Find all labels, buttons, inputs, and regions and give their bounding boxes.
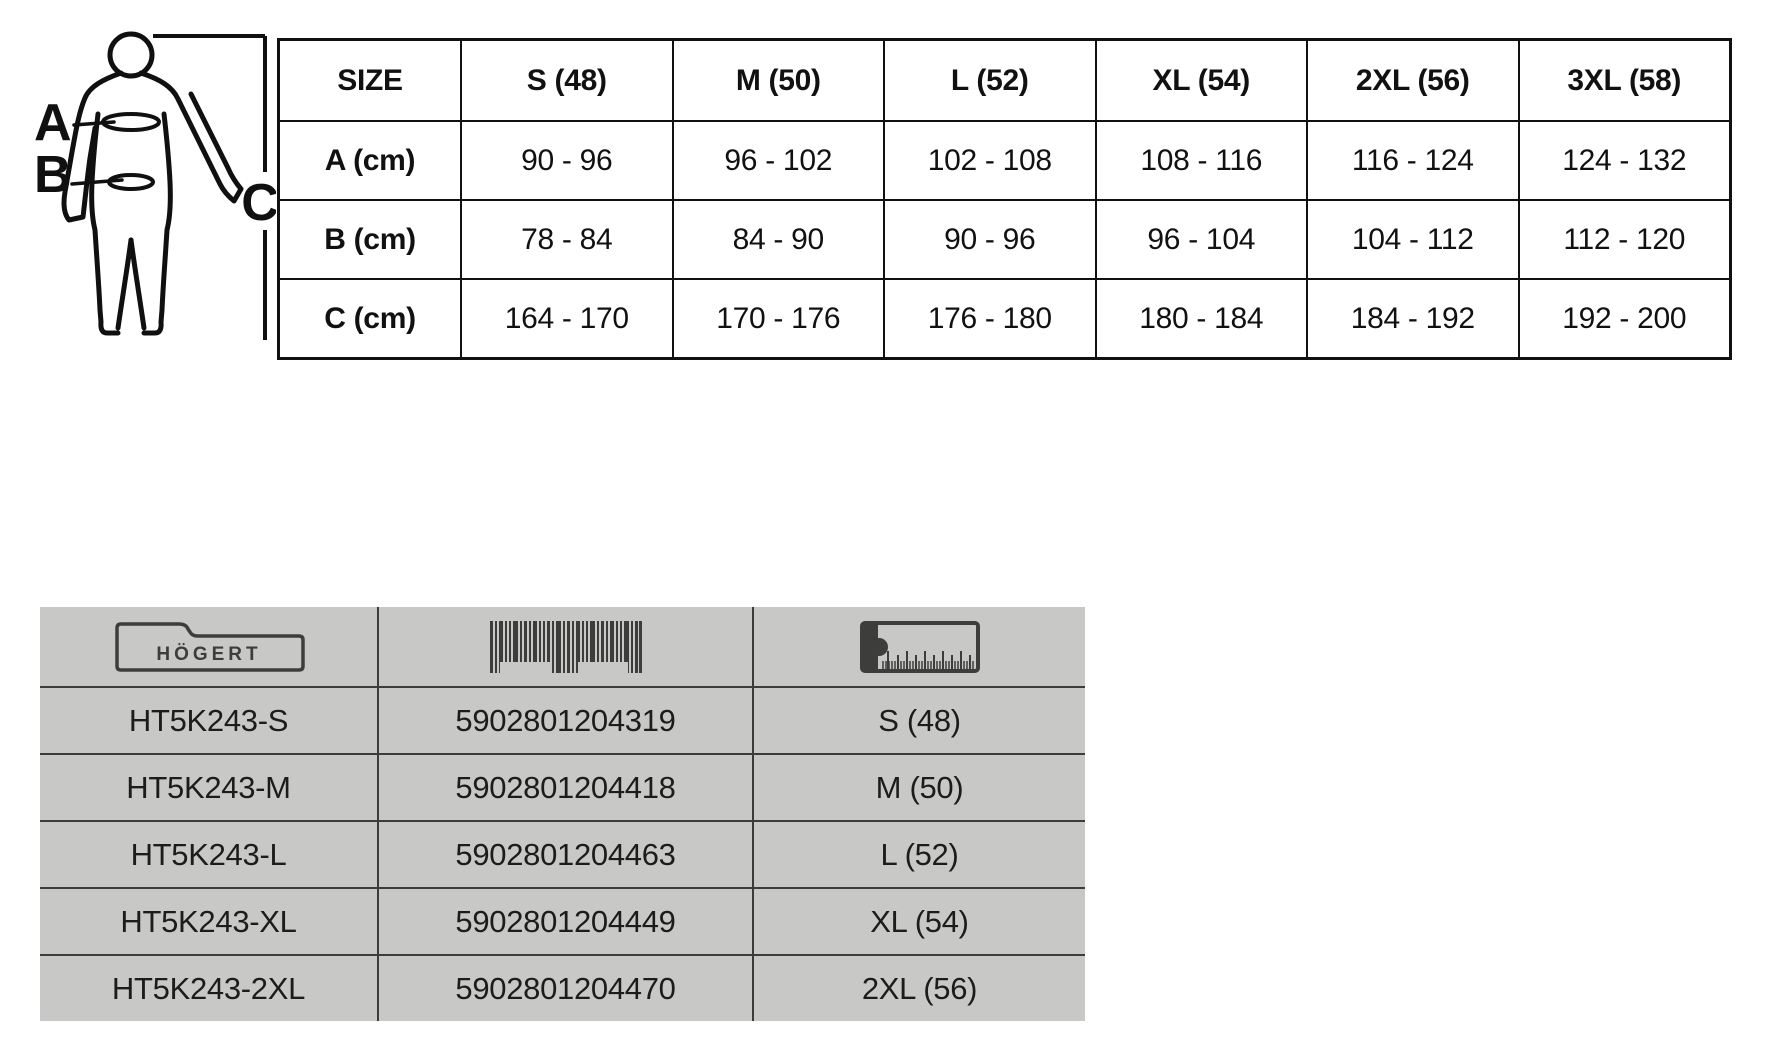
product-code-cell: HT5K243-L — [40, 820, 377, 887]
hogert-logo: HÖGERT — [114, 621, 305, 672]
measurement-cell: 116 - 124 — [1306, 120, 1518, 199]
pointer-line-a — [72, 120, 116, 127]
measurement-cell: 170 - 176 — [671, 278, 883, 357]
size-header-cell — [752, 607, 1085, 686]
measurement-cell: 164 - 170 — [460, 278, 672, 357]
size-cell: L (52) — [752, 820, 1085, 887]
measurement-cell: 78 - 84 — [460, 199, 672, 278]
pointer-line-b — [70, 178, 124, 186]
label-a: A — [34, 94, 72, 152]
measurement-row-label-a: A (cm) — [280, 120, 460, 199]
measurement-cell: 84 - 90 — [671, 199, 883, 278]
product-code-cell: HT5K243-2XL — [40, 954, 377, 1021]
ean-header-cell — [377, 607, 752, 686]
measurement-cell: 90 - 96 — [460, 120, 672, 199]
measurement-cell: 124 - 132 — [1517, 120, 1729, 199]
measurement-cell: 96 - 102 — [671, 120, 883, 199]
measurement-cell: 112 - 120 — [1517, 199, 1729, 278]
size-chart-table: SIZE S (48) M (50) L (52) XL (54) 2XL (5… — [277, 38, 1732, 360]
body-measurement-figure: A B C — [28, 22, 279, 348]
figure-right-side — [141, 111, 173, 336]
measurement-cell: 192 - 200 — [1517, 278, 1729, 357]
ean-cell: 5902801204463 — [377, 820, 752, 887]
size-cell: XL (54) — [752, 887, 1085, 954]
ean-cell: 5902801204319 — [377, 686, 752, 753]
measurement-cell: 102 - 108 — [883, 120, 1095, 199]
product-code-cell: HT5K243-XL — [40, 887, 377, 954]
size-cell: M (50) — [752, 753, 1085, 820]
label-c: C — [241, 174, 276, 232]
size-col-header-2xl: 2XL (56) — [1306, 41, 1518, 120]
figure-head — [107, 31, 155, 79]
ruler-icon — [859, 620, 980, 673]
measurement-cell: 180 - 184 — [1094, 278, 1306, 357]
figure-left-side — [89, 111, 121, 336]
figure-left-arm — [61, 70, 124, 223]
ean-cell: 5902801204418 — [377, 753, 752, 820]
product-code-cell: HT5K243-S — [40, 686, 377, 753]
size-table-corner-header: SIZE — [337, 63, 403, 97]
barcode-icon — [489, 620, 642, 673]
size-col-header-s: S (48) — [460, 41, 672, 120]
body-figure: A B C — [34, 31, 279, 340]
product-variants-table: HÖGERT — [40, 607, 1085, 1021]
brand-header-cell: HÖGERT — [40, 607, 377, 686]
size-cell: 2XL (56) — [752, 954, 1085, 1021]
measurement-cell: 184 - 192 — [1306, 278, 1518, 357]
size-col-header-m: M (50) — [671, 41, 884, 120]
ean-cell: 5902801204470 — [377, 954, 752, 1021]
measurement-row-label-b: B (cm) — [280, 199, 460, 278]
figure-inner-right-leg — [128, 237, 147, 331]
size-cell: S (48) — [752, 686, 1085, 753]
measurement-cell: 90 - 96 — [883, 199, 1095, 278]
measurement-cell: 108 - 116 — [1094, 120, 1306, 199]
product-code-cell: HT5K243-M — [40, 753, 377, 820]
ean-cell: 5902801204449 — [377, 887, 752, 954]
measurement-cell: 96 - 104 — [1094, 199, 1306, 278]
measurement-row-label-c: C (cm) — [280, 278, 460, 357]
figure-inner-left-leg — [115, 237, 134, 331]
figure-right-arm — [138, 70, 244, 204]
size-col-header-xl: XL (54) — [1094, 41, 1307, 120]
size-col-header-3xl: 3XL (58) — [1517, 41, 1730, 120]
label-b: B — [34, 146, 72, 204]
measurement-cell: 176 - 180 — [883, 278, 1095, 357]
measurement-cell: 104 - 112 — [1306, 199, 1518, 278]
size-col-header-l: L (52) — [883, 41, 1095, 120]
brand-logo-text: HÖGERT — [156, 644, 261, 665]
